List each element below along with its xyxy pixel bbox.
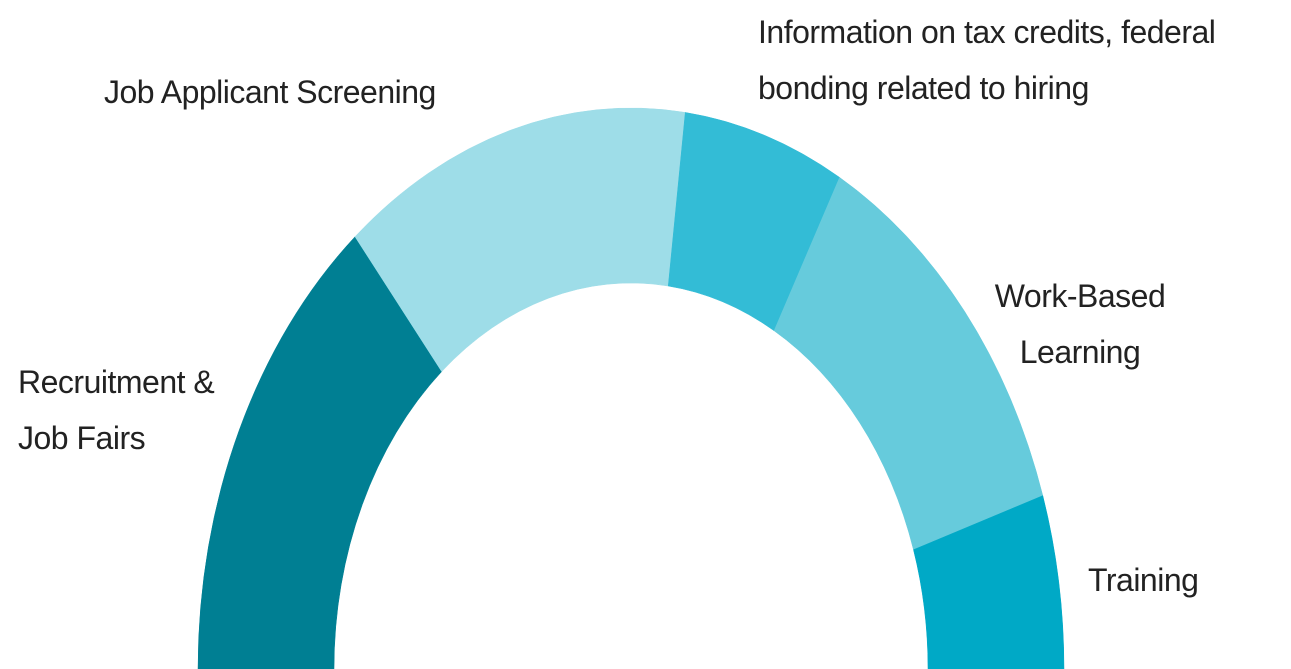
segment: [913, 495, 1065, 669]
segment: [354, 107, 686, 372]
segment-label: Job Applicant Screening: [104, 74, 436, 110]
segment: [197, 236, 443, 669]
segment-label: Work-Based Learning: [994, 278, 1166, 370]
segment-label: Recruitment & Job Fairs: [18, 364, 215, 456]
segment-label: Training: [1088, 562, 1199, 598]
segment: [773, 177, 1044, 551]
segment-label: Information on tax credits, federal bond…: [758, 14, 1216, 106]
